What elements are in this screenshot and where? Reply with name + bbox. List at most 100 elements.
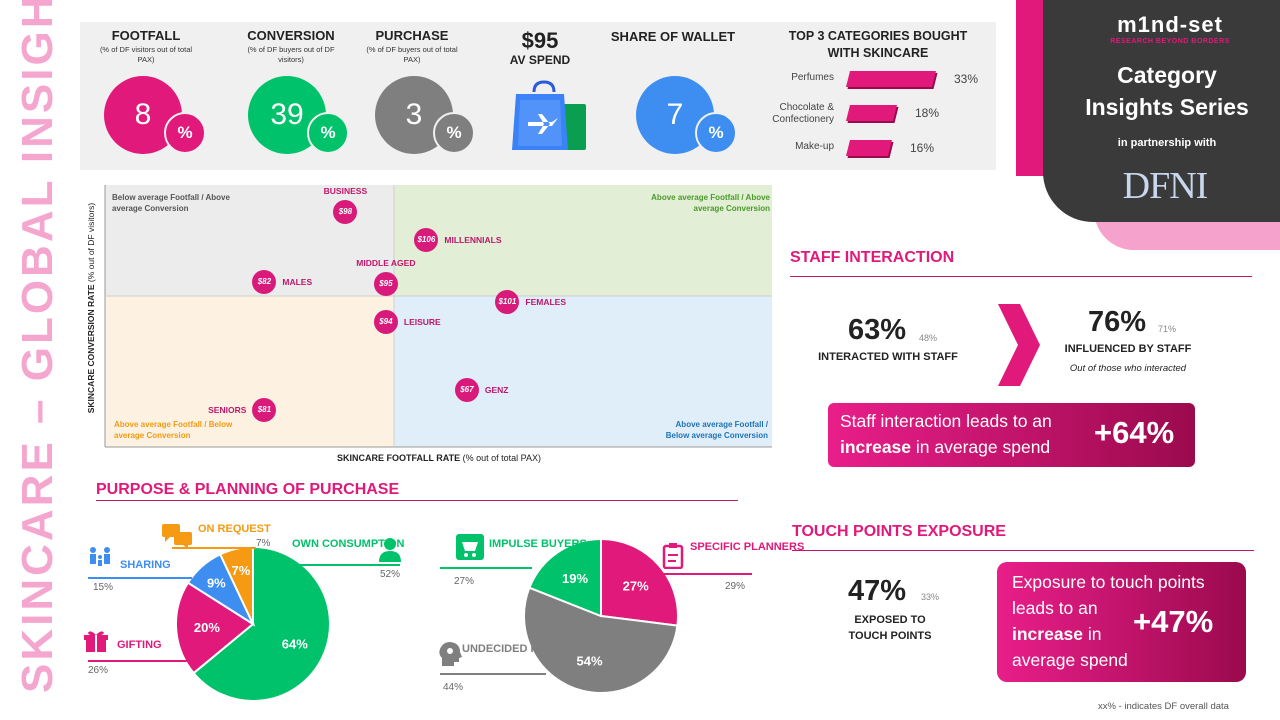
quadrant-bottom-right: [394, 296, 772, 447]
series-line1: Category: [1117, 62, 1217, 88]
top3-value: 33%: [954, 72, 979, 86]
person-icon: [379, 538, 401, 562]
y-axis-label: SKINCARE CONVERSION RATE (% out of DF vi…: [86, 188, 96, 428]
pie-slice: [600, 537, 679, 627]
touch-section-title: TOUCH POINTS EXPOSURE: [792, 523, 1006, 540]
pie-slice-label: 19%: [562, 571, 588, 586]
sharing-avg: 15%: [93, 582, 114, 593]
brand-panel: [1043, 0, 1280, 222]
influenced-avg: 71%: [1158, 324, 1177, 334]
wallet-unit: %: [695, 112, 737, 154]
quadrant-label-bottom-right: Above average Footfall / Below average C…: [665, 420, 768, 440]
top3-title: TOP 3 CATEGORIES BOUGHT WITH SKINCARE: [788, 29, 968, 60]
footfall-value: 8: [134, 98, 152, 131]
purpose-pies: 64% 20% 9% 7% 27% 54% 19%: [88, 537, 752, 702]
conversion-unit: %: [307, 112, 349, 154]
quadrant-chart: [104, 185, 772, 448]
touch-callout-value: +47%: [1133, 604, 1214, 639]
scatter-point: $95: [373, 272, 398, 296]
quadrant-label-bottom-left: Above average Footfall / Below average C…: [114, 420, 233, 440]
quadrant-label-top-left: Below average Footfall / Above average C…: [112, 193, 230, 213]
touch-callout-line1: Exposure to touch points: [1012, 572, 1205, 592]
conversion-subtitle: (% of DF buyers out of DF visitors): [247, 45, 335, 64]
top3-bar: [846, 140, 892, 156]
impulse-buyers-label: IMPULSE BUYERS: [489, 538, 587, 550]
clipboard-icon: [662, 543, 684, 569]
purchase-value: 3: [405, 98, 423, 131]
staff-callout-value: +64%: [1094, 415, 1175, 450]
scatter-point-label: GENZ: [484, 385, 509, 395]
top3-value: 16%: [910, 141, 935, 155]
chat-bubbles-icon: [162, 524, 192, 549]
interacted-value: 63%: [848, 314, 907, 346]
on-request-avg: 7%: [256, 538, 271, 549]
scatter-point-label: FEMALES: [525, 297, 567, 307]
scatter-point: $67: [454, 378, 479, 402]
partnership-text: in partnership with: [1117, 137, 1217, 149]
exposed-label-1: EXPOSED TO: [854, 614, 926, 626]
pie-slice-label: 20%: [194, 620, 220, 635]
staff-callout-line1: Staff interaction leads to an: [840, 411, 1052, 431]
wallet-title: SHARE OF WALLET: [610, 29, 736, 44]
pie-slice-label: 54%: [576, 654, 602, 669]
scatter-point-label: MILLENNIALS: [444, 235, 502, 245]
staff-section-title: STAFF INTERACTION: [790, 249, 955, 266]
wallet-value: 7: [666, 98, 684, 131]
mindset-tagline: RESEARCH BEYOND BORDERS: [1110, 38, 1230, 45]
scatter-point: $82: [252, 270, 277, 294]
purpose-pie: 64% 20% 9% 7%: [175, 545, 331, 702]
specific-planners-label: SPECIFIC PLANNERS: [690, 541, 805, 553]
av-spend-value: $95: [521, 28, 559, 53]
conversion-circle: 39: [248, 76, 326, 154]
purpose-section-title: PURPOSE & PLANNING OF PURCHASE: [96, 481, 400, 498]
dfni-logo: DFNI: [1122, 165, 1209, 207]
staff-callout-rest: in average spend: [911, 437, 1051, 457]
staff-spend-callout: Staff interaction leads to an increase i…: [828, 403, 1195, 467]
footfall-subtitle: (% of DF visitors out of total PAX): [99, 45, 193, 64]
x-axis-label-rest: (% out of total PAX): [462, 453, 542, 463]
family-icon: [90, 547, 110, 566]
top3-label: Perfumes: [791, 72, 834, 83]
staff-divider: [790, 276, 1252, 277]
exposed-value: 47%: [848, 575, 907, 607]
footfall-unit: %: [164, 112, 206, 154]
top3-bar: [846, 71, 936, 87]
scatter-point-label: MIDDLE AGED: [356, 258, 416, 268]
x-axis-label: SKINCARE FOOTFALL RATE (% out of total P…: [260, 453, 618, 463]
touch-divider: [792, 550, 1254, 551]
sharing-label: SHARING: [120, 559, 171, 571]
pie-slice: [192, 545, 331, 702]
top3-value: 18%: [915, 106, 940, 120]
touch-callout-line3: increase in: [1012, 624, 1102, 645]
own-consumption-avg: 52%: [380, 569, 401, 580]
shopping-bag-icon: [512, 80, 586, 150]
undecided-planners-label: UNDECIDED PLANNERS: [462, 643, 591, 655]
conversion-value: 39: [270, 98, 304, 131]
av-spend-label: AV SPEND: [509, 53, 571, 67]
quadrant-top-right: [394, 185, 772, 296]
y-axis-label-bold: SKINCARE CONVERSION RATE: [86, 284, 96, 414]
gift-icon: [84, 631, 108, 652]
impulse-buyers-avg: 27%: [454, 576, 475, 587]
purpose-divider: [96, 500, 738, 501]
footnote: xx% - indicates DF overall data: [1098, 701, 1229, 712]
side-title: SKINCARE – GLOBAL INSIGHTS: [13, 0, 62, 693]
interacted-label: INTERACTED WITH STAFF: [818, 351, 958, 363]
scatter-point-label: SENIORS: [208, 405, 247, 415]
gifting-label: GIFTING: [117, 639, 162, 651]
top3-bar: [846, 105, 897, 121]
staff-callout-line2: increase in average spend: [840, 437, 1050, 458]
scatter-point: $98: [333, 200, 358, 224]
pie-slice: [523, 586, 679, 694]
series-line2: Insights Series: [1085, 94, 1249, 120]
top3-label: Chocolate & Confectionery: [772, 102, 834, 125]
scatter-point: $94: [373, 310, 398, 334]
exposed-label-2: TOUCH POINTS: [848, 630, 932, 642]
x-axis-label-bold: SKINCARE FOOTFALL RATE: [336, 453, 461, 463]
influenced-value: 76%: [1088, 306, 1147, 338]
scatter-point: $81: [252, 398, 277, 422]
purchase-title: PURCHASE: [375, 28, 449, 43]
undecided-planners-avg: 44%: [443, 682, 464, 693]
own-consumption-label: OWN CONSUMPTION: [292, 538, 405, 550]
footfall-title: FOOTFALL: [111, 28, 181, 43]
